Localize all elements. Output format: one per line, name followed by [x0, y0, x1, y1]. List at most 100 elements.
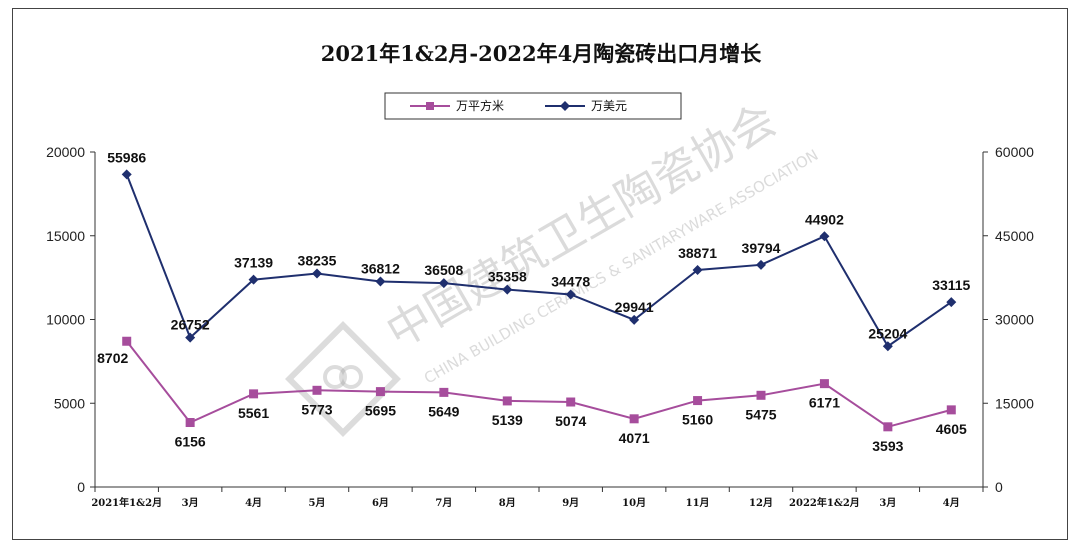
point-usd: [882, 341, 893, 352]
point-usd: [692, 264, 703, 275]
point-usd: [121, 169, 132, 180]
data-label-usd: 38871: [678, 245, 717, 261]
point-usd: [375, 276, 386, 287]
watermark-cn: 中国建筑卫生陶瓷协会: [378, 94, 785, 358]
point-area: [249, 389, 259, 399]
y-right-tick-label: 60000: [995, 144, 1034, 160]
point-usd: [565, 289, 576, 300]
data-label-area: 6171: [809, 395, 840, 411]
x-tick-label: 4月: [943, 497, 960, 509]
y-axis-right: 0 15000 30000 45000 60000: [983, 144, 1034, 495]
data-label-area: 5475: [745, 406, 776, 422]
data-label-usd: 34478: [551, 273, 590, 289]
data-label-usd: 35358: [488, 269, 527, 285]
point-usd: [502, 284, 513, 295]
point-usd: [946, 297, 957, 308]
chart-svg: 中国建筑卫生陶瓷协会 CHINA BUILDING CERAMICS & SAN…: [46, 41, 1034, 509]
y-right-tick-label: 15000: [995, 395, 1034, 411]
point-usd: [629, 314, 640, 325]
data-label-usd: 39794: [742, 240, 781, 256]
data-label-area: 5695: [365, 403, 396, 419]
data-label-area: 8702: [97, 350, 128, 366]
data-label-usd: 38235: [298, 253, 337, 269]
data-label-usd: 26752: [171, 317, 210, 333]
legend-marker-usd: [560, 101, 570, 111]
line-usd: [125, 174, 952, 348]
data-label-area: 6156: [175, 434, 206, 450]
data-label-area: 5649: [428, 403, 459, 419]
point-area: [819, 379, 829, 389]
data-label-usd: 25204: [868, 325, 907, 341]
legend-marker-area: [426, 102, 434, 110]
series-group: 8702 6156 5561 5773 5695 5649 5139 5074 4071 5160…: [97, 149, 970, 453]
y-left-tick-label: 20000: [46, 144, 85, 160]
point-usd: [819, 231, 830, 242]
data-label-usd: 36812: [361, 260, 400, 276]
line-area: [125, 340, 952, 428]
legend-label-area: 万平方米: [456, 98, 504, 113]
point-area: [312, 385, 322, 395]
x-tick-label: 10月: [622, 497, 646, 509]
data-label-area: 5773: [301, 401, 332, 417]
x-tick-label: 7月: [435, 497, 452, 509]
point-usd: [438, 278, 449, 289]
x-tick-label: 5月: [309, 497, 326, 509]
watermark-logo: [285, 321, 401, 437]
point-area: [566, 397, 576, 407]
point-area: [375, 387, 385, 397]
y-right-tick-label: 0: [995, 479, 1003, 495]
data-label-area: 5561: [238, 405, 269, 421]
x-axis: 2021年1&2月 3月 4月 5月 6月 7月 8月 9月 10月 11月 12月 2022年1&2…: [91, 487, 984, 509]
point-area: [439, 387, 449, 397]
point-area: [946, 405, 956, 415]
data-label-area: 4071: [619, 430, 650, 446]
x-tick-label: 9月: [562, 497, 579, 509]
data-label-area: 4605: [936, 421, 967, 437]
x-tick-label: 11月: [686, 497, 710, 509]
y-axis-left: 0 5000 10000 15000 20000: [46, 144, 95, 495]
data-label-area: 5074: [555, 413, 586, 429]
point-usd: [756, 259, 766, 270]
chart-title: 2021年1&2月-2022年4月陶瓷砖出口月增长: [321, 41, 762, 66]
y-left-tick-label: 15000: [46, 228, 85, 244]
data-label-area: 5160: [682, 412, 713, 428]
y-right-tick-label: 45000: [995, 228, 1034, 244]
series-usd: 55986 26752 37139 38235 36812 36508 35358 34478…: [107, 149, 971, 352]
point-area: [756, 390, 766, 400]
data-label-usd: 44902: [805, 211, 844, 227]
data-label-usd: 36508: [424, 262, 463, 278]
legend-item-area: 万平方米: [410, 98, 504, 113]
legend-box: [384, 92, 682, 120]
data-label-area: 5139: [492, 412, 523, 428]
y-left-tick-label: 10000: [46, 312, 85, 328]
x-tick-label: 6月: [372, 497, 389, 509]
data-label-usd: 55986: [107, 149, 146, 165]
x-tick-label: 12月: [749, 497, 773, 509]
point-area: [693, 396, 703, 406]
y-left-tick-label: 5000: [54, 395, 85, 411]
point-usd: [185, 332, 196, 343]
series-area: 8702 6156 5561 5773 5695 5649 5139 5074 4071 5160…: [97, 336, 967, 454]
x-tick-label: 4月: [245, 497, 262, 509]
point-usd: [312, 268, 322, 279]
y-right-tick-label: 30000: [995, 312, 1034, 328]
x-tick-label: 3月: [182, 497, 199, 509]
legend-label-usd: 万美元: [591, 99, 627, 113]
x-tick-label: 3月: [879, 497, 896, 509]
point-area: [883, 422, 893, 432]
point-area: [122, 336, 132, 346]
data-label-area: 3593: [872, 438, 903, 454]
x-tick-label: 2021年1&2月: [91, 496, 162, 509]
data-label-usd: 37139: [234, 255, 273, 271]
data-label-usd: 29941: [615, 299, 654, 315]
x-tick-label: 8月: [499, 497, 516, 509]
point-area: [629, 414, 639, 424]
legend: 万平方米 万美元: [384, 92, 682, 120]
point-area: [502, 396, 512, 406]
data-label-usd: 33115: [932, 277, 970, 293]
point-area: [185, 418, 195, 428]
chart-frame: 中国建筑卫生陶瓷协会 CHINA BUILDING CERAMICS & SAN…: [12, 8, 1068, 540]
x-tick-label: 2022年1&2月: [789, 496, 860, 509]
y-left-tick-label: 0: [77, 479, 85, 495]
legend-item-usd: 万美元: [545, 99, 627, 113]
